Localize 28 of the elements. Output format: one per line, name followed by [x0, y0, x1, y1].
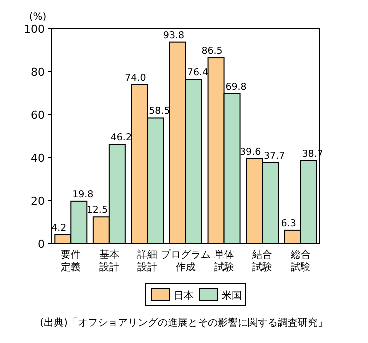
data-label: 93.8 — [163, 30, 185, 42]
x-tick-label: プログラム作成 — [161, 249, 211, 274]
data-label: 37.7 — [264, 150, 286, 162]
x-tick-label: 結合試験 — [252, 249, 273, 274]
y-tick-label: 60 — [31, 109, 45, 122]
y-tick-label: 100 — [24, 23, 45, 36]
y-tick-label: 80 — [31, 66, 45, 79]
data-label: 19.8 — [72, 189, 94, 200]
x-tick-label: 詳細設計 — [138, 249, 158, 274]
legend-label: 米国 — [222, 290, 242, 302]
y-tick-label: 0 — [38, 238, 45, 251]
legend-label: 日本 — [174, 290, 194, 302]
y-tick-label: 40 — [31, 152, 45, 165]
data-label: 74.0 — [125, 72, 146, 84]
x-tick-label: 基本設計 — [99, 249, 120, 274]
y-axis-title: (%) — [29, 12, 47, 23]
y-tick-label: 20 — [31, 195, 45, 208]
data-label: 76.4 — [187, 68, 209, 79]
x-tick-label: 要件定義 — [61, 250, 82, 274]
data-label: 12.5 — [86, 205, 108, 216]
data-label: 86.5 — [202, 46, 223, 58]
data-label: 6.3 — [281, 218, 296, 230]
data-label: 58.5 — [149, 106, 170, 118]
data-label: 69.8 — [226, 82, 247, 93]
data-label: 4.2 — [52, 222, 67, 234]
x-tick-label: 総合試験 — [290, 249, 311, 274]
text: (出典)「オフショアリングの進展とその影響に関する調査研究」 — [40, 317, 328, 329]
x-tick-label: 単体試験 — [214, 249, 234, 274]
